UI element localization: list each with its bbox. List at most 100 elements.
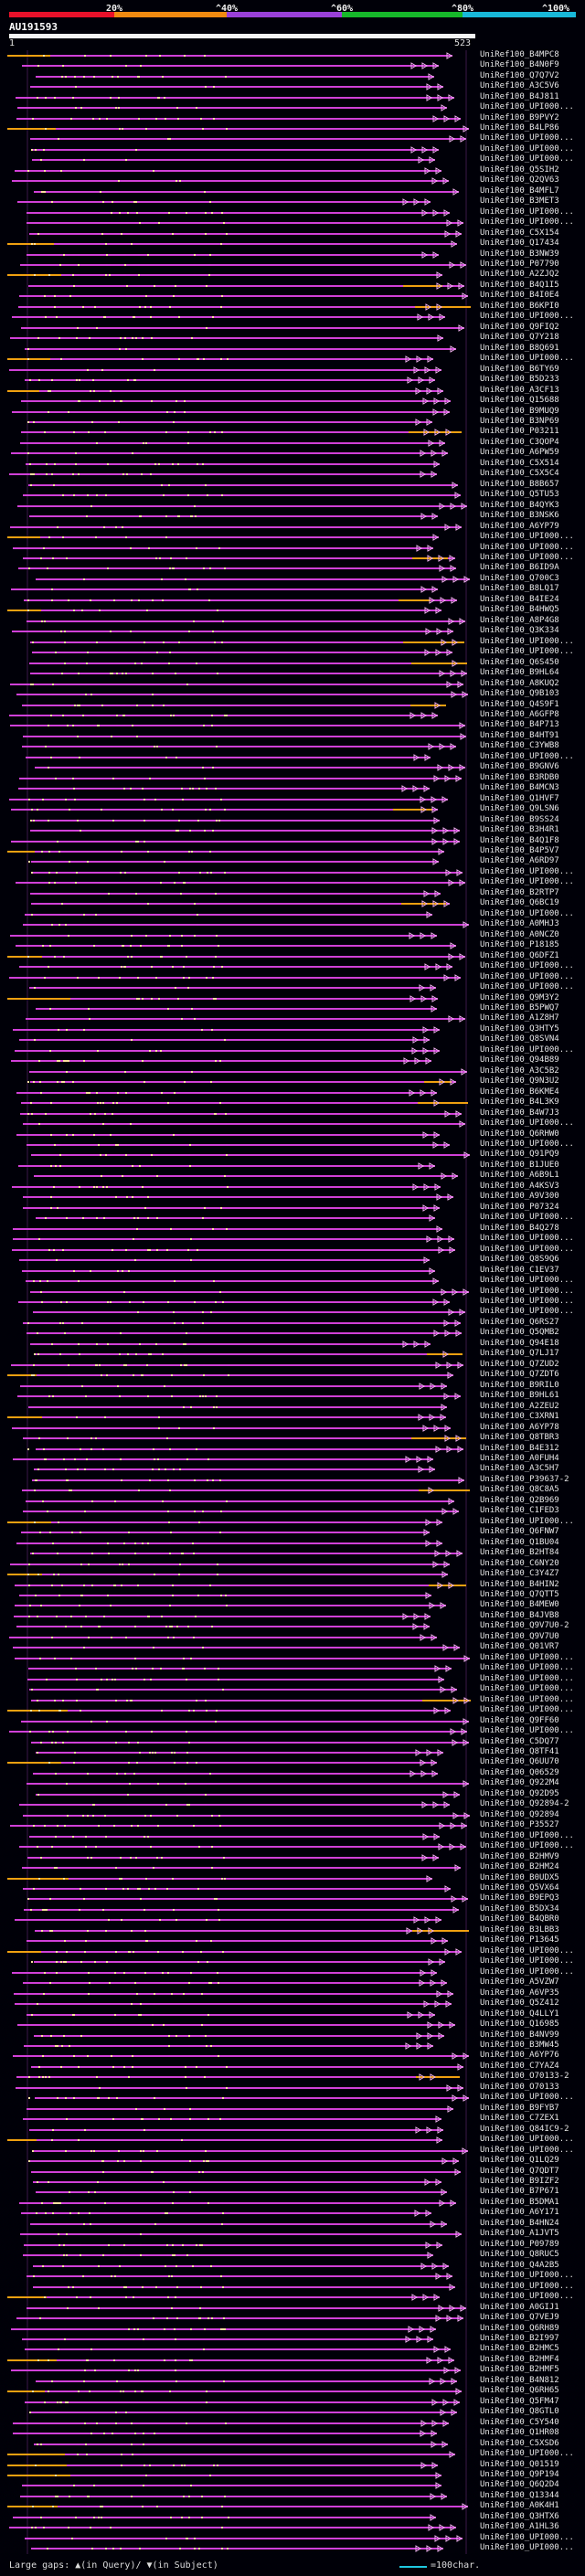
- hit-row[interactable]: [34, 2441, 448, 2448]
- hit-label[interactable]: UniRef100_A3CF13: [480, 386, 559, 395]
- hit-row[interactable]: [7, 953, 465, 960]
- hit-label[interactable]: UniRef100_UPI000...: [480, 1517, 574, 1526]
- hit-label[interactable]: UniRef100_Q5SIH2: [480, 165, 559, 175]
- hit-row[interactable]: [16, 115, 461, 122]
- hit-label[interactable]: UniRef100_UPI000...: [480, 2282, 574, 2291]
- hit-row[interactable]: [23, 1204, 440, 1212]
- hit-label[interactable]: UniRef100_Q01519: [480, 2460, 559, 2469]
- hit-row[interactable]: [31, 869, 463, 876]
- hit-row[interactable]: [16, 1089, 437, 1097]
- hit-label[interactable]: UniRef100_Q7QDT7: [480, 2167, 559, 2176]
- hit-label[interactable]: UniRef100_Q4LLY1: [480, 2009, 559, 2019]
- hit-row[interactable]: [7, 271, 442, 279]
- hit-label[interactable]: UniRef100_C5X514: [480, 459, 559, 468]
- hit-label[interactable]: UniRef100_A1Z8H7: [480, 1013, 559, 1023]
- hit-row[interactable]: [27, 2273, 452, 2280]
- hit-row[interactable]: [22, 62, 439, 69]
- hit-label[interactable]: UniRef100_UPI000...: [480, 102, 574, 111]
- hit-row[interactable]: [30, 135, 466, 143]
- hit-row[interactable]: [24, 2242, 442, 2249]
- hit-label[interactable]: UniRef100_UPI000...: [480, 532, 574, 541]
- hit-row[interactable]: [26, 1277, 439, 1285]
- hit-label[interactable]: UniRef100_A0GIJ1: [480, 2303, 559, 2312]
- hit-row[interactable]: [20, 2493, 447, 2500]
- hit-label[interactable]: UniRef100_Q5VX64: [480, 1883, 559, 1892]
- hit-label[interactable]: UniRef100_C7YAZ4: [480, 2062, 559, 2071]
- hit-label[interactable]: UniRef100_C3XRN1: [480, 1412, 559, 1421]
- hit-row[interactable]: [25, 2399, 460, 2406]
- hit-row[interactable]: [16, 2084, 463, 2092]
- hit-label[interactable]: UniRef100_B4LP86: [480, 123, 559, 133]
- hit-row[interactable]: [11, 2326, 436, 2333]
- hit-row[interactable]: [7, 2294, 440, 2301]
- hit-label[interactable]: UniRef100_B2HT84: [480, 1548, 559, 1557]
- hit-row[interactable]: [21, 2210, 431, 2217]
- hit-label[interactable]: UniRef100_B2HMF4: [480, 2355, 559, 2364]
- hit-row[interactable]: [36, 1214, 435, 1222]
- hit-label[interactable]: UniRef100_UPI000...: [480, 1674, 574, 1683]
- hit-row[interactable]: [17, 1393, 461, 1400]
- hit-row[interactable]: [15, 1602, 446, 1609]
- hit-row[interactable]: [21, 1718, 469, 1725]
- hit-label[interactable]: UniRef100_UPI000...: [480, 1831, 574, 1840]
- hit-label[interactable]: UniRef100_C5X5C4: [480, 469, 559, 478]
- hit-label[interactable]: UniRef100_Q9V7U0: [480, 1632, 559, 1641]
- hit-row[interactable]: [25, 2535, 463, 2542]
- hit-row[interactable]: [27, 251, 439, 259]
- hit-label[interactable]: UniRef100_Q1HR08: [480, 2428, 559, 2437]
- hit-row[interactable]: [7, 1875, 432, 1882]
- hit-label[interactable]: UniRef100_B4HN24: [480, 2219, 559, 2228]
- hit-row[interactable]: [32, 156, 435, 164]
- hit-label[interactable]: UniRef100_Q9V7U0-2: [480, 1621, 569, 1630]
- hit-row[interactable]: [27, 1895, 468, 1903]
- hit-row[interactable]: [22, 1267, 435, 1275]
- hit-row[interactable]: [21, 324, 464, 332]
- hit-row[interactable]: [11, 838, 460, 845]
- hit-label[interactable]: UniRef100_UPI000...: [480, 961, 574, 970]
- hit-row[interactable]: [7, 1414, 446, 1421]
- hit-row[interactable]: [7, 1759, 437, 1766]
- hit-label[interactable]: UniRef100_B4P5V7: [480, 846, 559, 855]
- hit-label[interactable]: UniRef100_Q2B969: [480, 1496, 559, 1505]
- hit-row[interactable]: [31, 900, 450, 907]
- hit-label[interactable]: UniRef100_P09789: [480, 2240, 559, 2249]
- hit-label[interactable]: UniRef100_A6YP79: [480, 522, 559, 531]
- hit-row[interactable]: [12, 1183, 441, 1191]
- hit-label[interactable]: UniRef100_B4P713: [480, 720, 559, 729]
- hit-row[interactable]: [29, 1686, 457, 1693]
- hit-label[interactable]: UniRef100_Q6RH65: [480, 2386, 559, 2395]
- hit-label[interactable]: UniRef100_UPI000...: [480, 2543, 574, 2552]
- hit-label[interactable]: UniRef100_B4Q1I5: [480, 281, 559, 290]
- hit-label[interactable]: UniRef100_UPI000...: [480, 1663, 574, 1672]
- hit-row[interactable]: [28, 1665, 452, 1672]
- hit-label[interactable]: UniRef100_Q8GTL0: [480, 2407, 559, 2416]
- hit-row[interactable]: [14, 1990, 453, 1998]
- hit-label[interactable]: UniRef100_A0FUH4: [480, 1454, 559, 1463]
- hit-row[interactable]: [27, 1780, 469, 1787]
- hit-row[interactable]: [20, 440, 445, 447]
- hit-label[interactable]: UniRef100_C3QOP4: [480, 438, 559, 447]
- hit-row[interactable]: [13, 1235, 454, 1243]
- hit-row[interactable]: [15, 167, 441, 175]
- hit-label[interactable]: UniRef100_B2RTP7: [480, 888, 559, 897]
- hit-label[interactable]: UniRef100_UPI000...: [480, 972, 574, 981]
- hit-row[interactable]: [23, 492, 461, 499]
- hit-row[interactable]: [7, 2462, 438, 2469]
- hit-row[interactable]: [7, 52, 452, 59]
- hit-row[interactable]: [16, 94, 454, 101]
- hit-label[interactable]: UniRef100_P03211: [480, 427, 559, 436]
- hit-label[interactable]: UniRef100_A0MHJ3: [480, 919, 559, 928]
- hit-row[interactable]: [19, 1036, 430, 1044]
- hit-label[interactable]: UniRef100_UPI000...: [480, 2146, 574, 2155]
- hit-row[interactable]: [33, 2284, 455, 2291]
- hit-label[interactable]: UniRef100_Q9FIQ2: [480, 323, 559, 332]
- hit-row[interactable]: [31, 1958, 445, 1966]
- hit-row[interactable]: [25, 2346, 451, 2353]
- hit-row[interactable]: [27, 1446, 463, 1453]
- hit-label[interactable]: UniRef100_Q922M4: [480, 1778, 559, 1787]
- hit-row[interactable]: [36, 2378, 457, 2385]
- hit-row[interactable]: [23, 1812, 470, 1819]
- hit-row[interactable]: [25, 345, 456, 353]
- hit-row[interactable]: [9, 712, 438, 719]
- hit-label[interactable]: UniRef100_UPI000...: [480, 1045, 574, 1055]
